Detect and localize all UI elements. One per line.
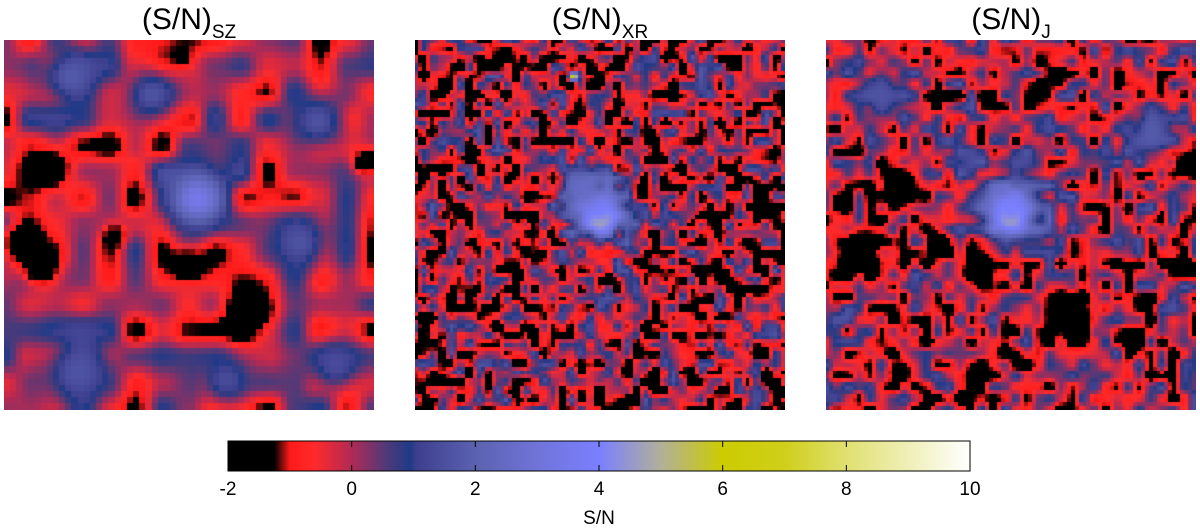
colorbar-tick-label: 0 (346, 479, 357, 500)
colorbar-tick-label: 2 (470, 479, 481, 500)
sn-map-j (826, 40, 1196, 410)
sn-map-sz (4, 40, 374, 410)
colorbar-tick-label: 4 (594, 479, 605, 500)
colorbar-ticks: -2 0 2 4 6 8 10 (220, 441, 981, 500)
panel-title-sub: J (1041, 22, 1051, 43)
colorbar-tick-label: 10 (959, 479, 980, 500)
colorbar-tick-label: -2 (220, 479, 237, 500)
panel-title-main: (S/N) (551, 3, 622, 36)
panel-title-main: (S/N) (971, 3, 1042, 36)
panel-title-sz: (S/N)SZ (4, 2, 374, 51)
colorbar-tick-label: 8 (841, 479, 852, 500)
panel-title-sub: XR (621, 22, 649, 43)
colorbar-label: S/N (583, 508, 615, 529)
panel-title-j: (S/N)J (826, 2, 1196, 51)
panel-title-xr: (S/N)XR (415, 2, 785, 51)
panel-title-main: (S/N) (141, 3, 212, 36)
sn-map-xr (415, 40, 785, 410)
panel-title-sub: SZ (211, 22, 237, 43)
colorbar-tick-label: 6 (717, 479, 728, 500)
